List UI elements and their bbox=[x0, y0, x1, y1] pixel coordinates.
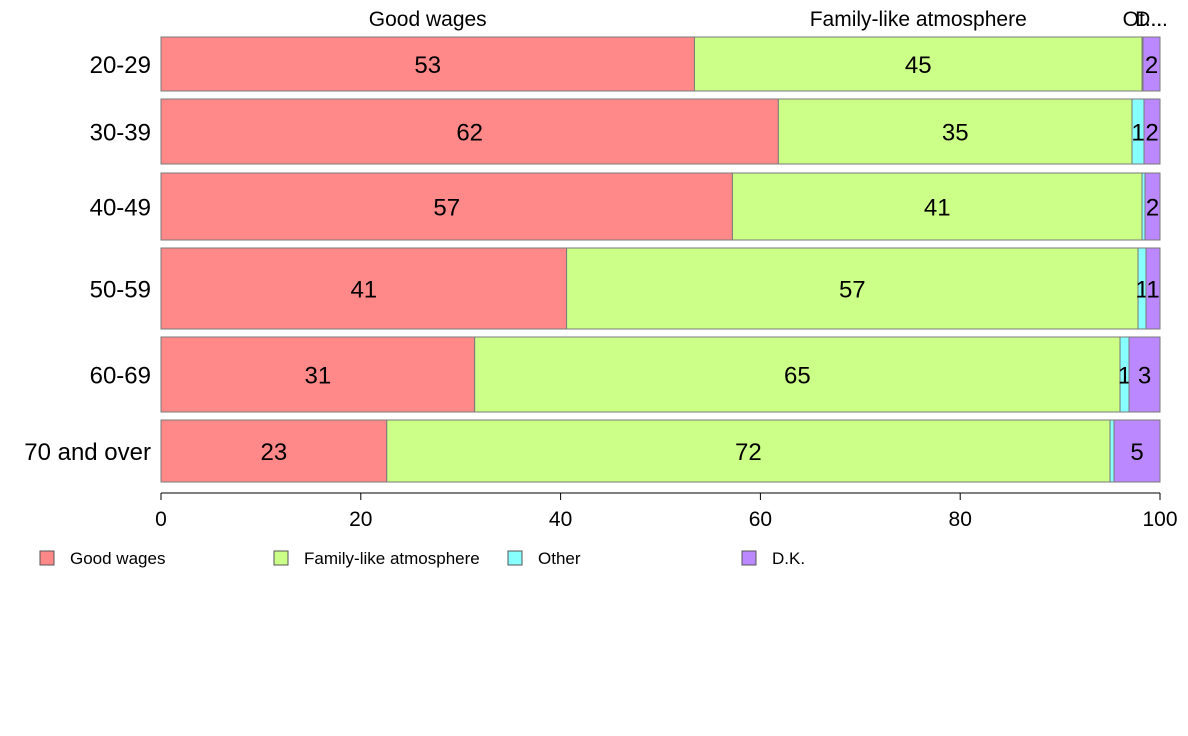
data-label: 31 bbox=[304, 363, 331, 390]
data-label: 45 bbox=[905, 52, 932, 79]
x-tick-label: 0 bbox=[155, 508, 167, 531]
x-tick-label: 20 bbox=[349, 508, 372, 531]
x-tick-label: 100 bbox=[1142, 508, 1177, 531]
category-label: 40-49 bbox=[90, 195, 151, 222]
data-label: 1 bbox=[1131, 120, 1144, 147]
legend-swatch-d-k bbox=[741, 550, 757, 566]
bar-20-29-good-wages bbox=[160, 36, 695, 92]
bar-50-59-good-wages bbox=[160, 247, 568, 330]
category-label: 70 and over bbox=[24, 439, 151, 466]
legend-label: Family-like atmosphere bbox=[304, 549, 480, 568]
category-label: 60-69 bbox=[90, 363, 151, 390]
bar-70-and-over-other bbox=[1109, 419, 1115, 483]
category-label: 30-39 bbox=[90, 120, 151, 147]
x-tick-label: 40 bbox=[549, 508, 572, 531]
top-label: D... bbox=[1135, 8, 1168, 31]
bar-30-39-family-like-atmosphere bbox=[777, 98, 1133, 165]
legend-swatch-other bbox=[507, 550, 523, 566]
data-label: 65 bbox=[784, 363, 811, 390]
legend-label: Other bbox=[538, 549, 581, 568]
data-label: 41 bbox=[924, 195, 951, 222]
x-tick-label: 80 bbox=[949, 508, 972, 531]
bar-20-29-family-like-atmosphere bbox=[693, 36, 1143, 92]
bar-60-69-good-wages bbox=[160, 336, 476, 413]
legend-label: Good wages bbox=[70, 549, 165, 568]
data-label: 62 bbox=[456, 120, 483, 147]
top-label: Family-like atmosphere bbox=[810, 8, 1027, 31]
category-label: 20-29 bbox=[90, 52, 151, 79]
category-label: 50-59 bbox=[90, 277, 151, 304]
data-label: 57 bbox=[433, 195, 460, 222]
bar-60-69-family-like-atmosphere bbox=[474, 336, 1121, 413]
top-label: Good wages bbox=[369, 8, 487, 31]
data-label: 3 bbox=[1138, 363, 1151, 390]
data-label: 41 bbox=[350, 277, 377, 304]
bar-20-29-d-k bbox=[1142, 36, 1161, 92]
bar-30-39-good-wages bbox=[160, 98, 779, 165]
bar-60-69-d-k bbox=[1128, 336, 1161, 413]
data-label: 1 bbox=[1146, 277, 1159, 304]
data-label: 2 bbox=[1146, 195, 1159, 222]
legend-swatch-family-like-atmosphere bbox=[273, 550, 289, 566]
bar-40-49-d-k bbox=[1144, 172, 1161, 241]
bar-70-and-over-family-like-atmosphere bbox=[386, 419, 1111, 483]
top-label: Ot... bbox=[1123, 8, 1163, 31]
data-label: 57 bbox=[839, 277, 866, 304]
data-label: 1 bbox=[1135, 277, 1148, 304]
bar-50-59-d-k bbox=[1145, 247, 1161, 330]
data-label: 2 bbox=[1145, 120, 1158, 147]
x-tick-label: 60 bbox=[749, 508, 772, 531]
bar-70-and-over-good-wages bbox=[160, 419, 388, 483]
bar-40-49-family-like-atmosphere bbox=[731, 172, 1143, 241]
data-label: 72 bbox=[735, 439, 762, 466]
data-label: 53 bbox=[414, 52, 441, 79]
data-label: 35 bbox=[942, 120, 969, 147]
legend-swatch-good-wages bbox=[39, 550, 55, 566]
data-label: 23 bbox=[261, 439, 288, 466]
bar-50-59-family-like-atmosphere bbox=[566, 247, 1139, 330]
data-label: 5 bbox=[1130, 439, 1143, 466]
legend-label: D.K. bbox=[772, 549, 805, 568]
data-label: 2 bbox=[1145, 52, 1158, 79]
bar-70-and-over-d-k bbox=[1113, 419, 1161, 483]
data-label: 1 bbox=[1118, 363, 1131, 390]
bar-40-49-good-wages bbox=[160, 172, 733, 241]
bar-30-39-d-k bbox=[1143, 98, 1161, 165]
